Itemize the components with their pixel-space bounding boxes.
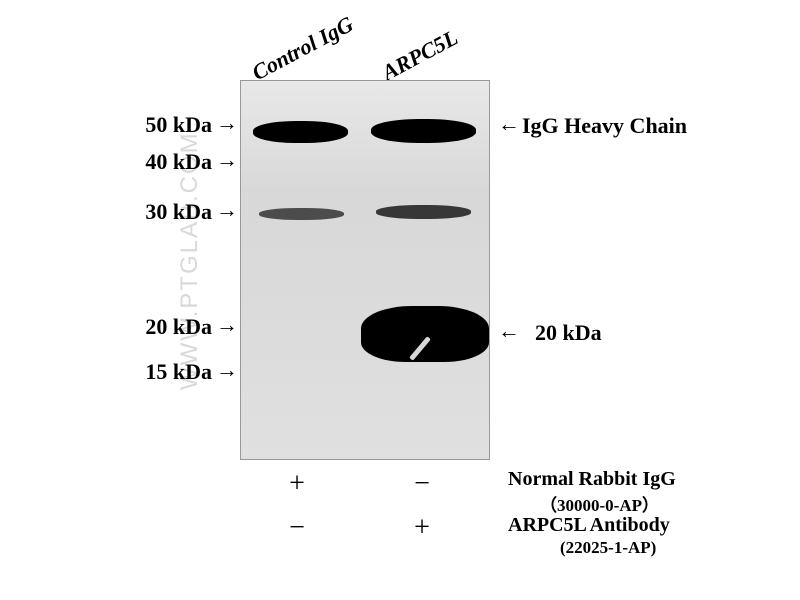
antibody-catalog-target: (22025-1-AP) <box>560 538 656 558</box>
treatment-r1-lane2: − <box>407 468 437 500</box>
western-blot-membrane <box>240 80 490 460</box>
figure-container: WWW.PTGLAB.COM Control IgG ARPC5L 50 kDa… <box>0 0 800 600</box>
right-label-target: 20 kDa <box>535 320 602 346</box>
band-nonspecific-lane1 <box>259 208 344 220</box>
mw-marker-40: 40 kDa <box>112 149 212 175</box>
band-igg-heavy-lane1 <box>253 121 348 143</box>
lane-label-control: Control IgG <box>248 11 358 86</box>
antibody-catalog-normal-igg: （30000-0-AP） <box>540 491 659 516</box>
mw-arrow-20: → <box>216 312 238 338</box>
mw-arrow-30: → <box>216 197 238 223</box>
right-arrow-igg: ← <box>498 111 520 137</box>
right-arrow-target: ← <box>498 318 520 344</box>
mw-arrow-40: → <box>216 147 238 173</box>
mw-marker-20: 20 kDa <box>112 314 212 340</box>
treatment-r2-lane1: − <box>282 512 312 544</box>
mw-marker-30: 30 kDa <box>112 199 212 225</box>
mw-arrow-50: → <box>216 110 238 136</box>
treatment-r2-lane2: + <box>407 512 437 544</box>
band-target-lane2 <box>361 306 489 362</box>
mw-arrow-15: → <box>216 357 238 383</box>
band-nonspecific-lane2 <box>376 205 471 219</box>
right-label-igg: IgG Heavy Chain <box>522 113 687 139</box>
treatment-r1-lane1: + <box>282 468 312 500</box>
lane-label-target: ARPC5L <box>378 25 463 86</box>
antibody-label-normal-igg: Normal Rabbit IgG <box>508 468 676 491</box>
band-igg-heavy-lane2 <box>371 119 476 143</box>
mw-marker-15: 15 kDa <box>112 359 212 385</box>
antibody-label-target: ARPC5L Antibody <box>508 514 670 537</box>
mw-marker-50: 50 kDa <box>112 112 212 138</box>
